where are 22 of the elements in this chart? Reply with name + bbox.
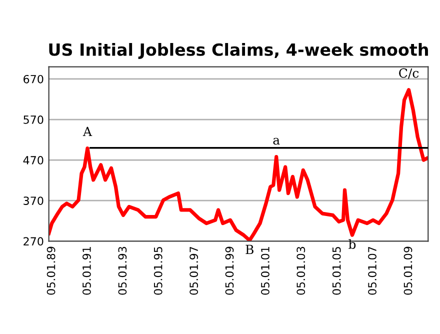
y-tick-label: 670	[24, 74, 44, 84]
y-tick-label: 370	[24, 196, 44, 205]
annotation: C/c	[399, 68, 419, 79]
x-tick-label: 05.01.05	[332, 246, 341, 295]
chart-title: US Initial Jobless Claims, 4-week smooth	[49, 43, 428, 60]
y-tick-label: 270	[24, 237, 44, 246]
annotation: B	[246, 244, 254, 254]
x-tick-label: 05.01.01	[261, 247, 270, 295]
y-tick-label: 570	[24, 115, 44, 124]
annotation: a	[273, 138, 280, 145]
y-tick-label: 470	[23, 156, 44, 164]
x-tick-label: 05.01.89	[46, 246, 56, 295]
x-tick-label: 05.01.91	[82, 247, 91, 295]
x-tick-label: 05.01.99	[225, 246, 234, 295]
x-tick-label: 05.01.09	[404, 246, 412, 295]
x-tick-label: 05.01.93	[118, 246, 127, 295]
annotation: b	[348, 239, 356, 249]
x-tick-label: 05.01.95	[154, 246, 162, 295]
x-tick-label: 05.01.07	[368, 246, 376, 295]
annotation: A	[82, 126, 92, 136]
x-tick-label: 05.01.97	[190, 246, 198, 295]
x-tick-label: 05.01.03	[296, 246, 306, 295]
